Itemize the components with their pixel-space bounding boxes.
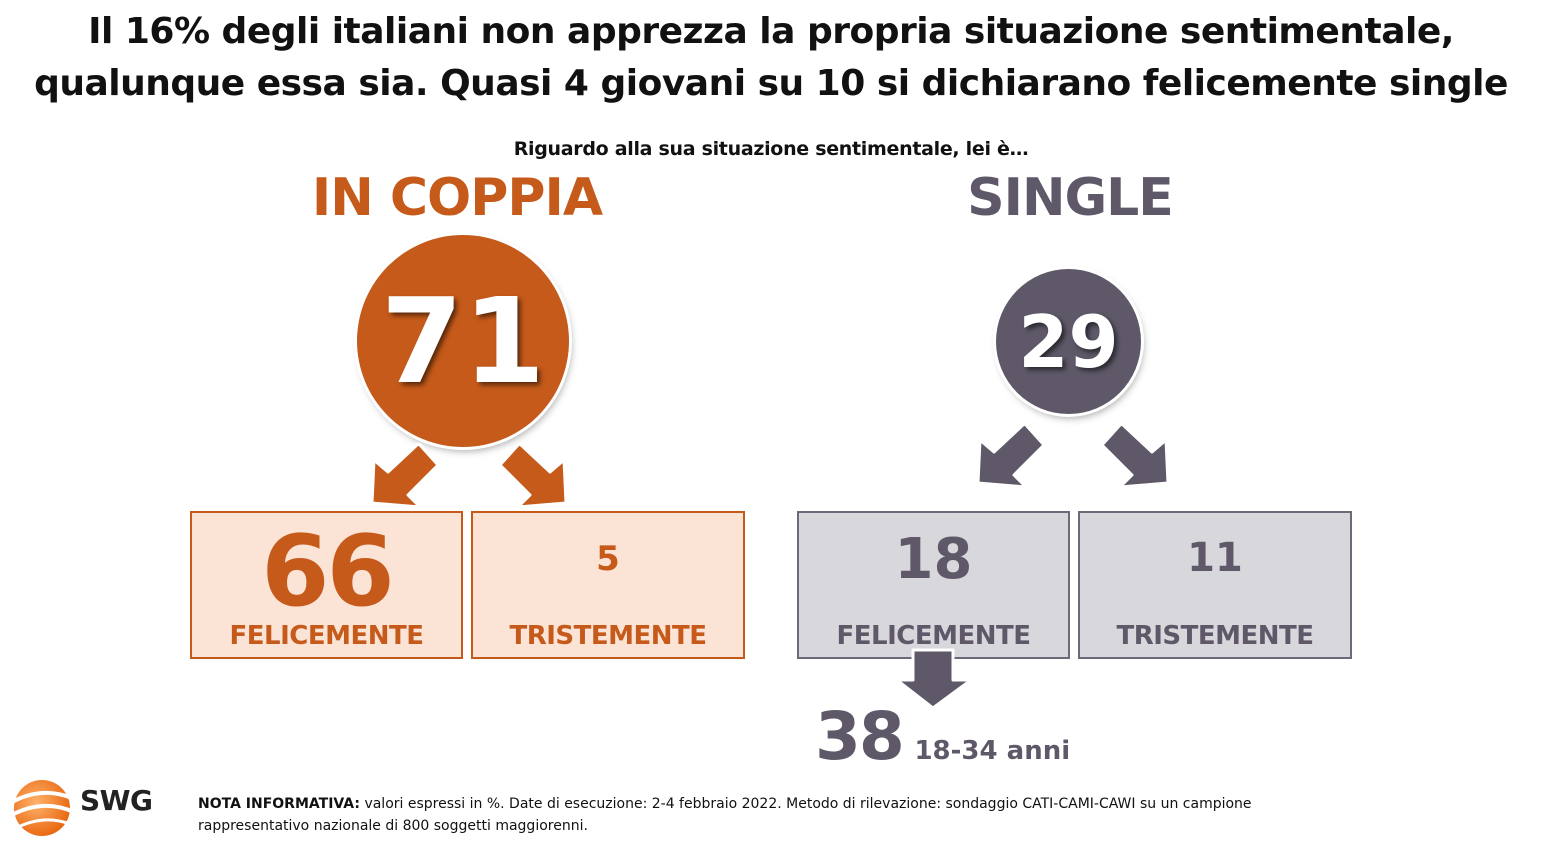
question-subtitle: Riguardo alla sua situazione sentimental… [513, 138, 1029, 160]
label-single-tristemente: TRISTEMENTE [1116, 621, 1314, 651]
swg-logo-text: SWG [80, 784, 153, 817]
box-coppia-felicemente: 66 FELICEMENTE [190, 511, 463, 659]
box-single-tristemente: 11 TRISTEMENTE [1078, 511, 1352, 659]
value-coppia-tristemente: 5 [596, 539, 620, 579]
arrow-down-left-icon [370, 442, 440, 509]
value-coppia-felicemente: 66 [261, 515, 394, 629]
young-single-label: 18-34 anni [914, 736, 1071, 766]
footnote: NOTA INFORMATIVA: valori espressi in %. … [198, 793, 1258, 837]
arrow-down-right-icon [498, 442, 568, 509]
total-circle-in-coppia: 71 [357, 235, 569, 447]
value-single-tristemente: 11 [1187, 535, 1243, 581]
page-title: Il 16% degli italiani non apprezza la pr… [0, 6, 1542, 110]
label-coppia-felicemente: FELICEMENTE [229, 621, 425, 651]
arrow-down-right-icon [1100, 422, 1170, 489]
young-single-detail: 38 18-34 anni [815, 698, 1071, 775]
young-single-value: 38 [815, 698, 905, 775]
total-circle-single: 29 [996, 269, 1141, 414]
title-line-2: qualunque essa sia. Quasi 4 giovani su 1… [34, 63, 1508, 104]
group-title-in-coppia: IN COPPIA [311, 168, 603, 228]
arrow-down-icon [895, 648, 973, 710]
value-single-felicemente: 18 [894, 527, 973, 592]
footnote-label: NOTA INFORMATIVA: [198, 796, 360, 812]
box-coppia-tristemente: 5 TRISTEMENTE [471, 511, 745, 659]
arrow-down-left-icon [976, 422, 1046, 489]
swg-globe-icon [9, 780, 75, 836]
box-single-felicemente: 18 FELICEMENTE [797, 511, 1070, 659]
total-value-single: 29 [1018, 299, 1119, 384]
label-coppia-tristemente: TRISTEMENTE [509, 621, 707, 651]
group-title-single: SINGLE [967, 168, 1174, 228]
label-single-felicemente: FELICEMENTE [836, 621, 1032, 651]
title-line-1: Il 16% degli italiani non apprezza la pr… [88, 11, 1454, 52]
total-value-in-coppia: 71 [380, 272, 546, 410]
footnote-text: valori espressi in %. Date di esecuzione… [198, 796, 1252, 834]
